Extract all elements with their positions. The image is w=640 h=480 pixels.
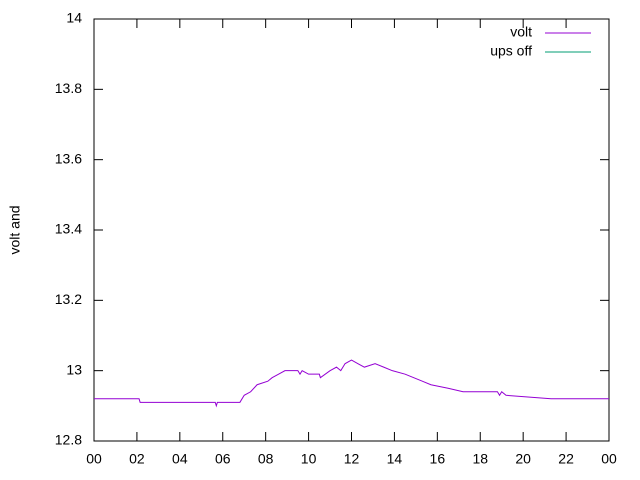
x-tick-label: 04 xyxy=(172,451,188,467)
y-tick-label: 12.8 xyxy=(55,432,82,448)
x-tick-label: 06 xyxy=(215,451,231,467)
y-tick-label: 13.2 xyxy=(55,291,82,307)
x-tick-label: 10 xyxy=(301,451,317,467)
y-tick-label: 13.6 xyxy=(55,150,82,166)
plot-frame xyxy=(93,18,610,442)
y-tick-label: 14 xyxy=(66,10,82,26)
legend-label: ups off xyxy=(490,43,532,59)
y-tick-label: 13.4 xyxy=(55,221,82,237)
x-tick-label: 18 xyxy=(472,451,488,467)
y-tick-label: 13.8 xyxy=(55,80,82,96)
x-tick-label: 12 xyxy=(344,451,360,467)
x-tick-label: 00 xyxy=(601,451,617,467)
legend-label: volt xyxy=(510,24,532,40)
x-tick-label: 00 xyxy=(86,451,102,467)
x-tick-label: 22 xyxy=(558,451,574,467)
y-tick-label: 13 xyxy=(66,361,82,377)
x-tick-label: 14 xyxy=(387,451,403,467)
x-tick-label: 02 xyxy=(129,451,145,467)
x-tick-label: 08 xyxy=(258,451,274,467)
data-line xyxy=(94,359,609,408)
x-tick-label: 16 xyxy=(430,451,446,467)
y-axis-label: volt and xyxy=(7,205,23,254)
x-tick-label: 20 xyxy=(515,451,531,467)
